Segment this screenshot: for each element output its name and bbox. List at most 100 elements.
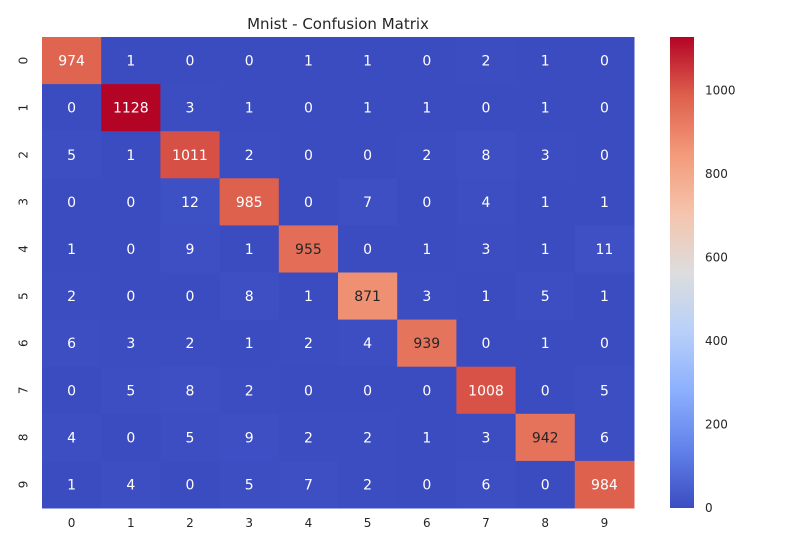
x-tick-label-5: 5 <box>364 516 372 530</box>
cell-value-label-r5-c1: 0 <box>126 289 135 305</box>
heatmap-cell-r1-c0 <box>42 84 102 132</box>
cell-value-label-r3-c6: 0 <box>422 195 431 211</box>
y-tick-label-8: 8 <box>17 434 31 442</box>
heatmap-cell-r3-c6 <box>397 178 457 226</box>
cell-value-label-r4-c2: 9 <box>186 242 195 258</box>
heatmap-cell-r3-c9 <box>574 178 635 226</box>
cell-value-label-r3-c4: 0 <box>304 195 313 211</box>
cell-value-label-r2-c0: 5 <box>67 148 76 164</box>
heatmap-cell-r9-c1 <box>101 460 161 509</box>
heatmap-cell-r5-c5 <box>338 272 398 321</box>
cell-value-label-r7-c8: 0 <box>541 383 550 399</box>
heatmap-cell-r0-c6 <box>397 37 457 85</box>
cell-value-label-r1-c1: 1128 <box>113 101 149 117</box>
heatmap-cell-r5-c6 <box>397 272 457 321</box>
cell-value-label-r3-c1: 0 <box>126 195 135 211</box>
cell-value-label-r9-c8: 0 <box>541 477 550 493</box>
heatmap-cell-r5-c0 <box>42 272 102 321</box>
heatmap-cell-r5-c7 <box>456 272 517 321</box>
cell-value-label-r3-c7: 4 <box>482 195 491 211</box>
heatmap-cell-r4-c8 <box>515 225 576 273</box>
heatmap-cell-r4-c4 <box>278 225 339 273</box>
heatmap-cell-r6-c5 <box>338 319 398 368</box>
heatmap-cell-r4-c2 <box>160 225 221 273</box>
heatmap-cell-r2-c1 <box>101 131 161 179</box>
cell-value-label-r0-c5: 1 <box>363 54 372 70</box>
heatmap-cell-r0-c1 <box>101 37 161 85</box>
cell-value-label-r4-c8: 1 <box>541 242 550 258</box>
cell-value-label-r9-c3: 5 <box>245 477 254 493</box>
cell-value-label-r7-c6: 0 <box>422 383 431 399</box>
heatmap-cell-r4-c6 <box>397 225 457 273</box>
cell-value-label-r5-c3: 8 <box>245 289 254 305</box>
heatmap-cell-r2-c4 <box>278 131 339 179</box>
x-tick-label-6: 6 <box>423 516 431 530</box>
heatmap-cell-r7-c0 <box>42 366 102 415</box>
heatmap-cell-r7-c2 <box>160 366 221 415</box>
heatmap-cell-r3-c8 <box>515 178 576 226</box>
chart-title: Mnist - Confusion Matrix <box>247 15 429 33</box>
cell-value-label-r7-c1: 5 <box>126 383 135 399</box>
heatmap-cell-r0-c9 <box>574 37 635 85</box>
cell-value-label-r8-c2: 5 <box>186 430 195 446</box>
heatmap-cell-r9-c4 <box>278 460 339 509</box>
heatmap-cell-r6-c3 <box>219 319 280 368</box>
cell-value-label-r9-c5: 2 <box>363 477 372 493</box>
cell-value-label-r4-c1: 0 <box>126 242 135 258</box>
y-tick-label-4: 4 <box>17 245 31 253</box>
cell-value-label-r3-c3: 985 <box>236 195 263 211</box>
cell-value-label-r8-c9: 6 <box>600 430 609 446</box>
cell-value-label-r1-c9: 0 <box>600 101 609 117</box>
heatmap-cell-r8-c6 <box>397 413 457 462</box>
cell-value-label-r7-c9: 5 <box>600 383 609 399</box>
cell-value-label-r9-c9: 984 <box>591 477 618 493</box>
heatmap-cell-r9-c5 <box>338 460 398 509</box>
cell-value-label-r4-c0: 1 <box>67 242 76 258</box>
cell-value-label-r4-c3: 1 <box>245 242 254 258</box>
heatmap-cell-r1-c8 <box>515 84 576 132</box>
cell-value-label-r2-c3: 2 <box>245 148 254 164</box>
heatmap-cell-r2-c6 <box>397 131 457 179</box>
cell-value-label-r7-c0: 0 <box>67 383 76 399</box>
cell-value-label-r2-c4: 0 <box>304 148 313 164</box>
x-tick-label-7: 7 <box>482 516 490 530</box>
cell-value-label-r1-c2: 3 <box>186 101 195 117</box>
heatmap-cell-r5-c4 <box>278 272 339 321</box>
cell-value-label-r6-c8: 1 <box>541 336 550 352</box>
cell-value-label-r4-c6: 1 <box>422 242 431 258</box>
heatmap-cell-r0-c4 <box>278 37 339 85</box>
heatmap-cell-r8-c4 <box>278 413 339 462</box>
x-tick-label-2: 2 <box>186 516 194 530</box>
cell-value-label-r6-c2: 2 <box>186 336 195 352</box>
cell-value-label-r3-c5: 7 <box>363 195 372 211</box>
x-tick-label-8: 8 <box>541 516 549 530</box>
heatmap-cell-r8-c5 <box>338 413 398 462</box>
y-tick-label-9: 9 <box>17 481 31 489</box>
cell-value-label-r1-c8: 1 <box>541 101 550 117</box>
heatmap-cell-r2-c3 <box>219 131 280 179</box>
cell-value-label-r5-c0: 2 <box>67 289 76 305</box>
cell-value-label-r3-c0: 0 <box>67 195 76 211</box>
cell-value-label-r5-c2: 0 <box>186 289 195 305</box>
heatmap-cell-r3-c3 <box>219 178 280 226</box>
heatmap-cell-r7-c9 <box>574 366 635 415</box>
cell-value-label-r1-c4: 0 <box>304 101 313 117</box>
cell-value-label-r6-c3: 1 <box>245 336 254 352</box>
heatmap-cell-r9-c0 <box>42 460 102 509</box>
heatmap-cell-r6-c6 <box>397 319 457 368</box>
cell-value-label-r8-c8: 942 <box>532 430 559 446</box>
heatmap-cell-r1-c7 <box>456 84 517 132</box>
heatmap-cell-r6-c1 <box>101 319 161 368</box>
heatmap-cell-r5-c2 <box>160 272 221 321</box>
cell-value-label-r9-c6: 0 <box>422 477 431 493</box>
heatmap-cell-r4-c7 <box>456 225 517 273</box>
cell-value-label-r1-c0: 0 <box>67 101 76 117</box>
y-tick-label-6: 6 <box>17 339 31 347</box>
cell-value-label-r2-c7: 8 <box>482 148 491 164</box>
heatmap-cell-r3-c1 <box>101 178 161 226</box>
cell-value-label-r1-c7: 0 <box>482 101 491 117</box>
cell-value-label-r6-c9: 0 <box>600 336 609 352</box>
cell-value-label-r0-c0: 974 <box>58 54 85 70</box>
